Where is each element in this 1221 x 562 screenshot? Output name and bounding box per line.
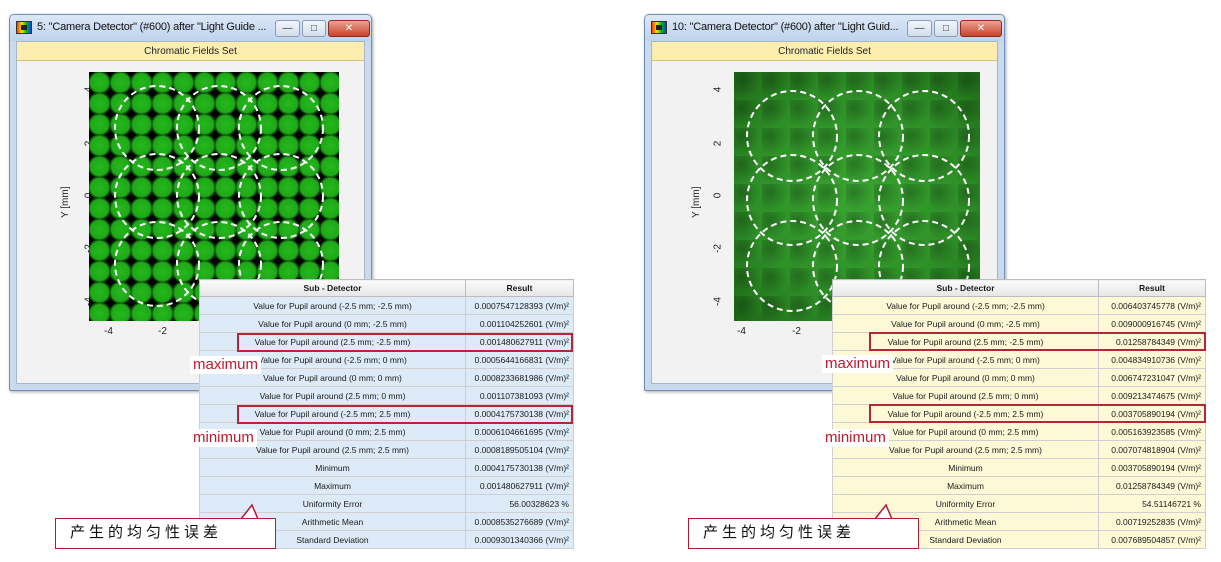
row-value: 0.007074818904 (V/m)² xyxy=(1098,440,1206,459)
close-button[interactable]: ✕ xyxy=(328,20,370,37)
table-row: Value for Pupil around (2.5 mm; 0 mm) 0.0… xyxy=(199,386,574,405)
row-label: Value for Pupil around (-2.5 mm; 0 mm) xyxy=(832,350,1099,369)
table-row: Value for Pupil around (0 mm; 0 mm) 0.000… xyxy=(199,368,574,387)
row-value: 0.0004175730138 (V/m)² xyxy=(465,458,574,477)
row-value: 54.51146721 % xyxy=(1098,494,1206,513)
table-row: Minimum 0.0004175730138 (V/m)² xyxy=(199,458,574,477)
maximize-button[interactable]: □ xyxy=(302,20,326,37)
row-value: 0.001480627911 (V/m)² xyxy=(465,332,574,351)
row-value: 0.006403745778 (V/m)² xyxy=(1098,296,1206,315)
app-icon xyxy=(651,21,667,34)
table-row: Maximum 0.01258784349 (V/m)² xyxy=(832,476,1206,495)
maximum-tag: maximum xyxy=(822,355,894,373)
header-subdetector: Sub - Detector xyxy=(199,279,466,297)
window-titlebar[interactable]: 10: "Camera Detector" (#600) after "Ligh… xyxy=(645,15,1004,41)
row-label: Uniformity Error xyxy=(832,494,1099,513)
row-value: 0.009213474675 (V/m)² xyxy=(1098,386,1206,405)
row-value: 0.004834910736 (V/m)² xyxy=(1098,350,1206,369)
x-tick: -4 xyxy=(737,326,746,337)
minimum-highlight-box xyxy=(237,405,573,424)
table-row: Value for Pupil around (-2.5 mm; -2.5 mm… xyxy=(832,296,1206,315)
row-value: 0.009000916745 (V/m)² xyxy=(1098,314,1206,333)
view-subtitle: Chromatic Fields Set xyxy=(17,42,364,61)
results-table: Sub - Detector Result Value for Pupil ar… xyxy=(199,279,574,549)
app-icon xyxy=(16,21,32,34)
table-row: Value for Pupil around (-2.5 mm; 0 mm) 0.… xyxy=(832,350,1206,369)
row-label: Minimum xyxy=(199,458,466,477)
callout-pointer xyxy=(240,503,259,520)
x-tick: -2 xyxy=(792,326,801,337)
header-result: Result xyxy=(465,279,574,297)
row-value: 0.0005644166831 (V/m)² xyxy=(465,350,574,369)
row-label: Value for Pupil around (2.5 mm; 0 mm) xyxy=(199,386,466,405)
view-subtitle: Chromatic Fields Set xyxy=(652,42,997,61)
row-label: Maximum xyxy=(832,476,1099,495)
maximize-button[interactable]: □ xyxy=(934,20,958,37)
row-label: Value for Pupil around (0 mm; 2.5 mm) xyxy=(832,422,1099,441)
panel-left: 5: "Camera Detector" (#600) after "Light… xyxy=(0,0,590,562)
maximum-tag: maximum xyxy=(190,356,262,374)
table-row: Value for Pupil around (2.5 mm; -2.5 mm)… xyxy=(199,332,574,351)
table-row: Uniformity Error 56.00328623 % xyxy=(199,494,574,513)
callout-pointer xyxy=(874,503,893,520)
row-label: Value for Pupil around (2.5 mm; -2.5 mm) xyxy=(199,332,466,351)
minimum-tag: minimum xyxy=(190,429,257,447)
window-titlebar[interactable]: 5: "Camera Detector" (#600) after "Light… xyxy=(10,15,371,41)
minimum-highlight-box xyxy=(869,404,1206,423)
table-row: Uniformity Error 54.51146721 % xyxy=(832,494,1206,513)
row-value: 0.01258784349 (V/m)² xyxy=(1098,476,1206,495)
table-row: Value for Pupil around (2.5 mm; 2.5 mm) 0… xyxy=(199,440,574,459)
row-value: 0.007689504857 (V/m)² xyxy=(1098,530,1206,549)
row-label: Value for Pupil around (2.5 mm; -2.5 mm) xyxy=(832,332,1099,351)
table-row: Value for Pupil around (-2.5 mm; 2.5 mm)… xyxy=(832,404,1206,423)
row-value: 0.005163923585 (V/m)² xyxy=(1098,422,1206,441)
row-value: 0.001104252601 (V/m)² xyxy=(465,314,574,333)
row-value: 0.01258784349 (V/m)² xyxy=(1098,332,1206,351)
row-value: 0.0004175730138 (V/m)² xyxy=(465,404,574,423)
maximum-highlight-box xyxy=(869,332,1206,351)
x-tick: -4 xyxy=(104,326,113,337)
row-label: Value for Pupil around (-2.5 mm; 0 mm) xyxy=(199,350,466,369)
panel-right: 10: "Camera Detector" (#600) after "Ligh… xyxy=(631,0,1221,562)
table-row: Value for Pupil around (2.5 mm; 2.5 mm) 0… xyxy=(832,440,1206,459)
table-row: Minimum 0.003705890194 (V/m)² xyxy=(832,458,1206,477)
table-row: Value for Pupil around (0 mm; -2.5 mm) 0.… xyxy=(832,314,1206,333)
row-label: Value for Pupil around (2.5 mm; 2.5 mm) xyxy=(832,440,1099,459)
table-row: Maximum 0.001480627911 (V/m)² xyxy=(199,476,574,495)
table-row: Value for Pupil around (0 mm; 0 mm) 0.006… xyxy=(832,368,1206,387)
table-row: Value for Pupil around (2.5 mm; 0 mm) 0.0… xyxy=(832,386,1206,405)
minimize-button[interactable]: — xyxy=(907,20,932,37)
table-row: Value for Pupil around (0 mm; 2.5 mm) 0.0… xyxy=(199,422,574,441)
table-row: Value for Pupil around (-2.5 mm; 0 mm) 0.… xyxy=(199,350,574,369)
row-value: 0.003705890194 (V/m)² xyxy=(1098,404,1206,423)
row-value: 56.00328623 % xyxy=(465,494,574,513)
row-value: 0.006747231047 (V/m)² xyxy=(1098,368,1206,387)
window-title: 10: "Camera Detector" (#600) after "Ligh… xyxy=(672,21,899,33)
x-tick: -2 xyxy=(158,326,167,337)
uniformity-error-callout: 产生的均匀性误差 xyxy=(688,518,919,549)
row-value: 0.0009301340366 (V/m)² xyxy=(465,530,574,549)
row-value: 0.0008535276689 (V/m)² xyxy=(465,512,574,531)
minimize-button[interactable]: — xyxy=(275,20,300,37)
minimum-tag: minimum xyxy=(822,429,889,447)
row-label: Value for Pupil around (2.5 mm; 0 mm) xyxy=(832,386,1099,405)
table-row: Value for Pupil around (0 mm; 2.5 mm) 0.0… xyxy=(832,422,1206,441)
window-title: 5: "Camera Detector" (#600) after "Light… xyxy=(37,21,267,33)
row-label: Minimum xyxy=(832,458,1099,477)
uniformity-error-callout: 产生的均匀性误差 xyxy=(55,518,276,549)
row-label: Value for Pupil around (0 mm; 0 mm) xyxy=(832,368,1099,387)
row-label: Maximum xyxy=(199,476,466,495)
table-row: Value for Pupil around (2.5 mm; -2.5 mm)… xyxy=(832,332,1206,351)
row-label: Value for Pupil around (0 mm; 0 mm) xyxy=(199,368,466,387)
maximum-highlight-box xyxy=(237,333,573,352)
close-button[interactable]: ✕ xyxy=(960,20,1002,37)
row-value: 0.0007547128393 (V/m)² xyxy=(465,296,574,315)
row-value: 0.0008233681986 (V/m)² xyxy=(465,368,574,387)
